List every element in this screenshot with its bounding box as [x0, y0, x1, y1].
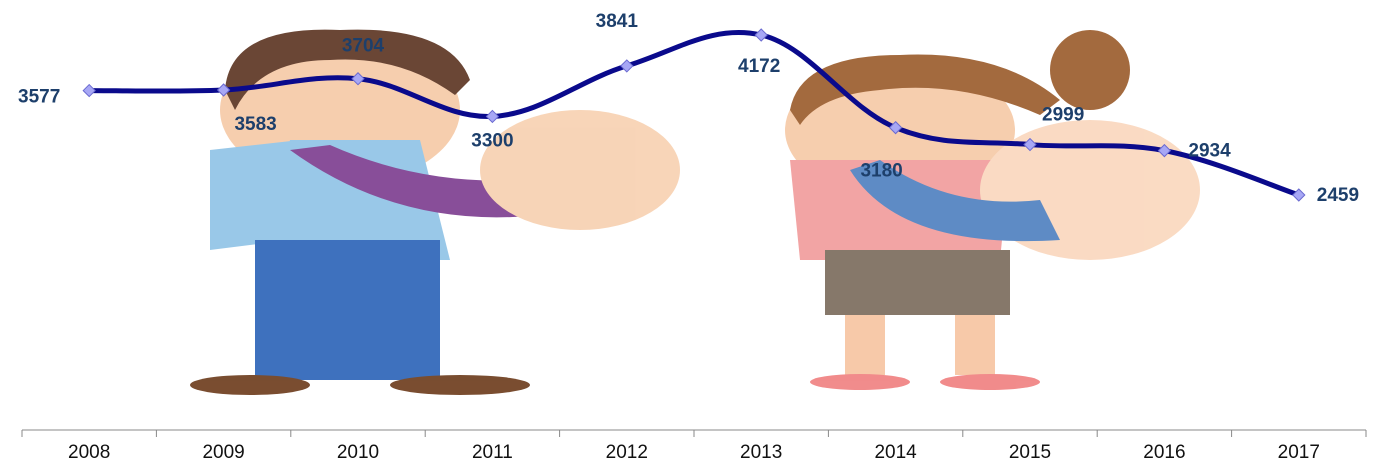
data-label: 2459	[1317, 185, 1359, 206]
marker	[1023, 137, 1037, 152]
x-tick-label: 2016	[1143, 442, 1185, 463]
data-label: 3583	[234, 114, 276, 135]
line	[86, 29, 1302, 198]
data-label: 4172	[738, 56, 780, 77]
marker	[1157, 143, 1172, 158]
marker	[754, 28, 768, 42]
data-label: 2999	[1042, 105, 1084, 126]
data-label: 3841	[596, 11, 639, 32]
marker	[351, 72, 365, 86]
marker	[620, 59, 634, 73]
data-label: 3704	[342, 36, 385, 57]
x-tick-label: 2013	[740, 442, 782, 463]
marker	[888, 120, 903, 135]
x-tick-label: 2015	[1009, 442, 1051, 463]
marker	[216, 83, 231, 97]
x-tick-label: 2009	[202, 442, 244, 463]
marker	[485, 109, 500, 124]
marker	[1292, 188, 1306, 202]
x-tick-label: 2017	[1278, 442, 1320, 463]
marker	[82, 83, 96, 98]
x-tick-label: 2008	[68, 442, 110, 463]
x-tick-label: 2010	[337, 442, 379, 463]
x-tick-label: 2014	[874, 442, 917, 463]
data-label: 3300	[471, 130, 513, 151]
background-illustration	[190, 29, 1200, 395]
x-tick-label: 2011	[472, 442, 513, 463]
data-label: 3180	[860, 161, 902, 182]
data-label: 2934	[1188, 141, 1231, 162]
data-label: 3577	[18, 87, 60, 108]
x-tick-label: 2012	[606, 442, 648, 463]
